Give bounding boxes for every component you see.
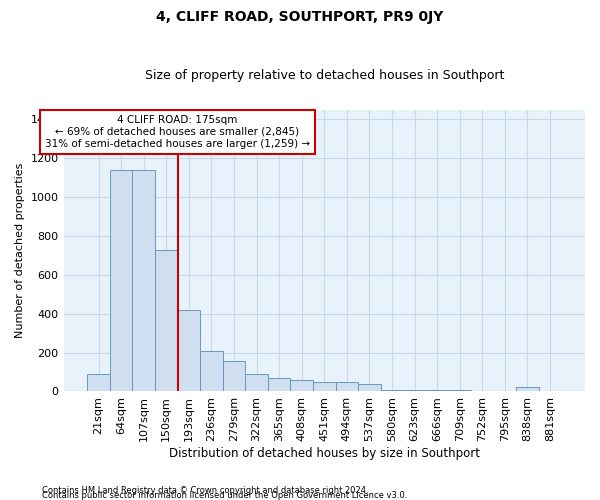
- Y-axis label: Number of detached properties: Number of detached properties: [15, 163, 25, 338]
- Bar: [358, 384, 381, 392]
- Bar: [290, 380, 313, 392]
- Text: Contains public sector information licensed under the Open Government Licence v3: Contains public sector information licen…: [42, 491, 407, 500]
- Bar: [110, 170, 133, 392]
- Bar: [448, 390, 471, 392]
- Bar: [178, 310, 200, 392]
- Bar: [133, 170, 155, 392]
- Bar: [155, 250, 178, 392]
- Text: Contains HM Land Registry data © Crown copyright and database right 2024.: Contains HM Land Registry data © Crown c…: [42, 486, 368, 495]
- X-axis label: Distribution of detached houses by size in Southport: Distribution of detached houses by size …: [169, 447, 480, 460]
- Bar: [426, 390, 448, 392]
- Bar: [200, 350, 223, 392]
- Bar: [335, 382, 358, 392]
- Bar: [245, 374, 268, 392]
- Bar: [313, 382, 335, 392]
- Bar: [223, 362, 245, 392]
- Title: Size of property relative to detached houses in Southport: Size of property relative to detached ho…: [145, 69, 504, 82]
- Bar: [403, 390, 426, 392]
- Bar: [87, 374, 110, 392]
- Bar: [268, 378, 290, 392]
- Bar: [516, 386, 539, 392]
- Text: 4, CLIFF ROAD, SOUTHPORT, PR9 0JY: 4, CLIFF ROAD, SOUTHPORT, PR9 0JY: [157, 10, 443, 24]
- Bar: [381, 390, 403, 392]
- Text: 4 CLIFF ROAD: 175sqm
← 69% of detached houses are smaller (2,845)
31% of semi-de: 4 CLIFF ROAD: 175sqm ← 69% of detached h…: [45, 116, 310, 148]
